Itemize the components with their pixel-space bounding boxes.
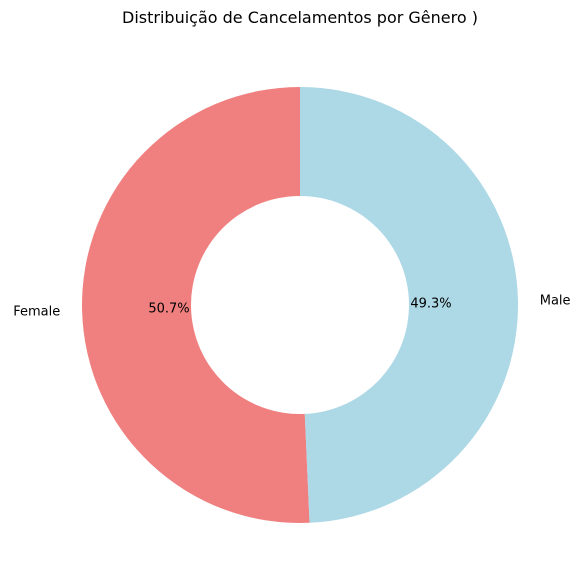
slice-male	[300, 87, 518, 523]
slice-labels: 50.7% Female 49.3% Male	[13, 294, 570, 320]
donut-slices	[81, 87, 518, 523]
category-label-female: Female	[13, 304, 60, 319]
category-label-male: Male	[540, 294, 571, 309]
slice-female	[81, 87, 310, 523]
chart-title: Distribuição de Cancelamentos por Gênero…	[122, 8, 478, 27]
pct-label-female: 50.7%	[148, 301, 189, 316]
pct-label-male: 49.3%	[410, 297, 451, 312]
